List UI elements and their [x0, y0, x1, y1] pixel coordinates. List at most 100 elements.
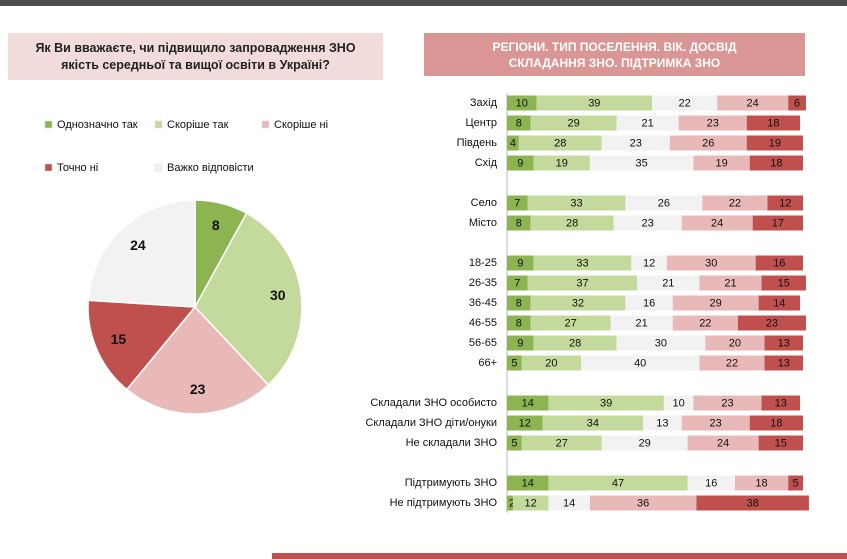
bar-segment — [507, 495, 513, 511]
bar-segment — [533, 255, 632, 271]
bar-segment — [625, 195, 703, 211]
bar-segment — [536, 95, 653, 111]
bar-label: 23 — [710, 417, 722, 429]
bar-label: 26 — [702, 137, 714, 149]
bar-label: 21 — [641, 117, 653, 129]
row-label: 46-55 — [469, 317, 497, 329]
bar-label: 33 — [570, 197, 582, 209]
bar-segment — [507, 335, 534, 351]
bar-label: 9 — [517, 157, 523, 169]
bar-segment — [507, 415, 543, 431]
bar-segment — [681, 215, 753, 231]
bar-segment — [507, 95, 537, 111]
bar-label: 36 — [637, 497, 649, 509]
bar-segment — [507, 195, 528, 211]
pie-slice — [87, 299, 197, 391]
bar-label: 40 — [634, 357, 646, 369]
top-bar — [0, 0, 847, 6]
bar-label: 28 — [566, 217, 578, 229]
slice-label: 15 — [111, 331, 127, 347]
bar-label: 12 — [643, 257, 655, 269]
bar-segment — [764, 335, 803, 351]
row-label: Місто — [469, 217, 497, 229]
bar-label: 8 — [516, 317, 522, 329]
bar-segment — [758, 295, 801, 311]
bar-label: 33 — [576, 257, 588, 269]
bar-segment — [530, 215, 614, 231]
bar-segment — [610, 315, 673, 331]
bar-label: 39 — [600, 397, 612, 409]
row-label: 36-45 — [469, 297, 497, 309]
pie-slice — [125, 305, 270, 415]
row-label: Схід — [475, 157, 498, 169]
bar-segment — [507, 475, 549, 491]
bar-label: 5 — [793, 477, 799, 489]
bar-label: 7 — [514, 197, 520, 209]
bar-segment — [631, 255, 667, 271]
legend-swatch — [44, 163, 53, 172]
pie-slice — [87, 199, 196, 308]
bar-segment — [746, 135, 803, 151]
bar-label: 12 — [779, 197, 791, 209]
bar-title: РЕГІОНИ. ТИП ПОСЕЛЕННЯ. ВІК. ДОСВІД СКЛА… — [424, 33, 805, 76]
bar-label: 22 — [699, 317, 711, 329]
bar-segment — [548, 475, 688, 491]
bar-segment — [687, 435, 759, 451]
bar-segment — [589, 495, 697, 511]
bar-segment — [616, 335, 706, 351]
row-label: Захід — [470, 97, 498, 109]
bar-segment — [616, 115, 679, 131]
bar-segment — [746, 115, 801, 131]
bar-segment — [637, 275, 700, 291]
bar-segment — [601, 135, 670, 151]
row-label: Підтримують ЗНО — [405, 477, 498, 489]
row-label: 18-25 — [469, 257, 497, 269]
bar-label: 16 — [705, 477, 717, 489]
bar-segment — [678, 115, 747, 131]
bar-label: 27 — [565, 317, 577, 329]
pie-slice — [194, 212, 303, 387]
bar-label: 38 — [747, 497, 759, 509]
bar-segment — [699, 355, 765, 371]
row-label: 26-35 — [469, 277, 497, 289]
bar-segment — [521, 355, 581, 371]
bar-segment — [749, 155, 803, 171]
legend-swatch — [44, 120, 53, 129]
bar-segment — [767, 195, 803, 211]
bar-label: 26 — [658, 197, 670, 209]
legend-swatch — [261, 120, 270, 129]
bar-label: 19 — [715, 157, 727, 169]
bar-segment — [764, 355, 803, 371]
bar-label: 10 — [673, 397, 685, 409]
bar-segment — [548, 495, 590, 511]
bar-segment — [755, 255, 803, 271]
bar-label: 23 — [641, 217, 653, 229]
row-label: Не складали ЗНО — [406, 437, 498, 449]
bar-segment — [507, 295, 531, 311]
bar-label: 10 — [516, 97, 528, 109]
bar-label: 39 — [588, 97, 600, 109]
bar-segment — [542, 415, 644, 431]
bar-label: 22 — [678, 97, 690, 109]
row-label: Південь — [457, 137, 498, 149]
bar-segment — [669, 135, 747, 151]
bar-label: 17 — [772, 217, 784, 229]
bar-label: 19 — [556, 157, 568, 169]
bar-label: 14 — [522, 477, 534, 489]
slice-label: 24 — [130, 237, 146, 253]
bar-segment — [758, 435, 803, 451]
row-label: Не підтримують ЗНО — [390, 497, 498, 509]
bar-label: 47 — [612, 477, 624, 489]
bar-segment — [788, 95, 806, 111]
bar-label: 15 — [775, 437, 787, 449]
bar-segment — [521, 435, 602, 451]
bar-label: 8 — [516, 297, 522, 309]
bar-label: 21 — [724, 277, 736, 289]
bar-segment — [761, 275, 806, 291]
bar-label: 28 — [569, 337, 581, 349]
bar-label: 34 — [587, 417, 599, 429]
row-label: Складали ЗНО діти/онуки — [365, 417, 497, 429]
bar-label: 22 — [729, 197, 741, 209]
